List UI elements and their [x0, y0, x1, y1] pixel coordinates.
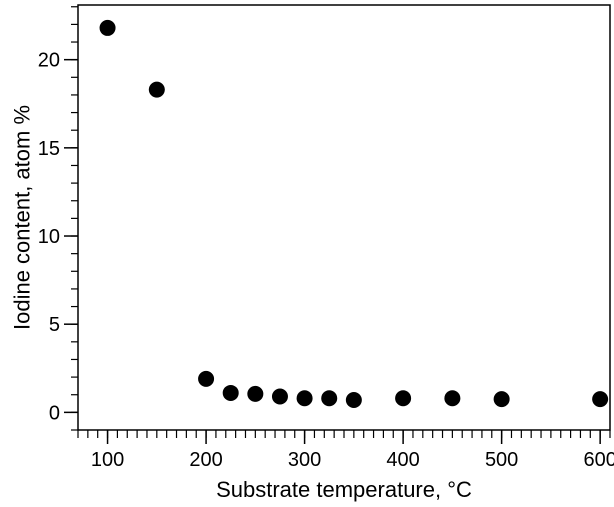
data-point [99, 19, 116, 36]
x-axis-label: Substrate temperature, °C [216, 477, 472, 502]
y-tick-label: 5 [49, 314, 60, 336]
data-point [198, 370, 215, 387]
x-tick-label: 100 [91, 449, 124, 471]
data-point [247, 385, 264, 402]
data-point [592, 391, 609, 408]
y-tick-label: 15 [38, 138, 60, 160]
tick-labels: 100 200 300 400 500 600 0 5 10 15 20 [38, 50, 614, 471]
x-tick-label: 600 [583, 449, 614, 471]
data-point [321, 390, 338, 407]
data-point [395, 390, 412, 407]
data-point [345, 392, 362, 409]
data-point [271, 388, 288, 405]
data-points [99, 19, 609, 409]
minor-ticks [71, 6, 611, 438]
major-ticks [64, 58, 601, 444]
data-point [493, 391, 510, 408]
y-tick-label: 20 [38, 50, 60, 72]
y-axis-label: Iodine content, atom % [10, 105, 35, 330]
data-point [296, 390, 313, 407]
data-point [444, 390, 461, 407]
plot-frame [77, 4, 611, 431]
x-tick-label: 200 [189, 449, 222, 471]
y-tick-label: 10 [38, 226, 60, 248]
data-point [148, 81, 165, 98]
data-point [222, 384, 239, 401]
x-tick-label: 500 [485, 449, 518, 471]
x-tick-label: 400 [386, 449, 419, 471]
x-tick-label: 300 [288, 449, 321, 471]
y-tick-label: 0 [49, 402, 60, 424]
